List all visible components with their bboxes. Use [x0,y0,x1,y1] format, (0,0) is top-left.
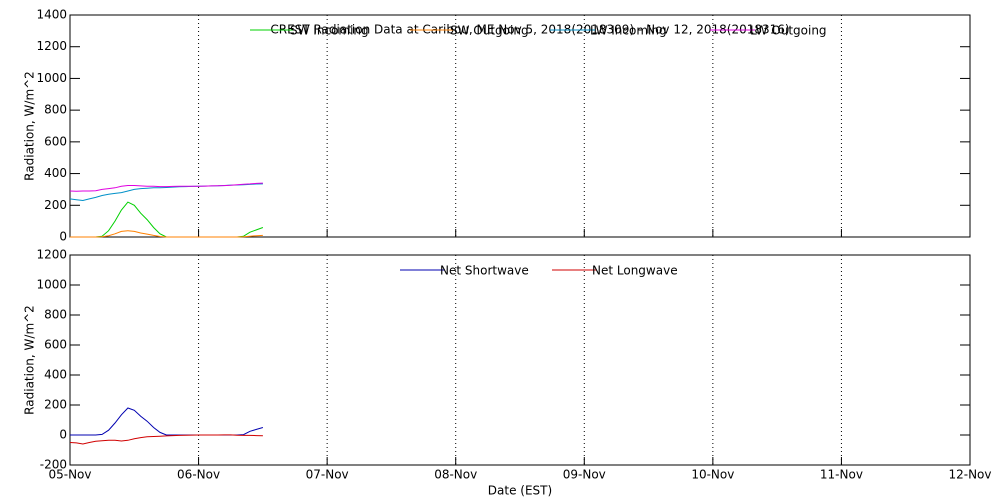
series-line [69,182,263,192]
legend-label: Net Shortwave [440,264,529,278]
y-tick-label: 1200 [36,248,67,262]
x-tick-label: 11-Nov [820,468,863,482]
y-tick-label: 200 [44,398,67,412]
x-tick-label: 12-Nov [948,468,991,482]
y-tick-label: 0 [59,230,67,244]
x-tick-label: 05-Nov [48,468,91,482]
series-line [70,407,264,436]
y-tick-label: 1000 [36,278,67,292]
y-axis-label: Radiation, W/m^2 [23,305,37,415]
x-axis-label: Date (EST) [488,484,552,498]
legend-label: SW Incoming [290,24,369,38]
series-line [69,434,263,445]
y-tick-label: 400 [44,368,67,382]
y-tick-label: 200 [44,198,67,212]
x-tick-label: 07-Nov [306,468,349,482]
x-tick-label: 06-Nov [177,468,220,482]
y-tick-label: 600 [44,134,67,148]
legend-label: LW Incoming [590,24,667,38]
series-line [70,201,264,238]
x-tick-label: 10-Nov [691,468,734,482]
y-tick-label: 400 [44,166,67,180]
y-tick-label: 800 [44,103,67,117]
legend-label: LW Outgoing [750,24,827,38]
y-tick-label: 1000 [36,71,67,85]
series-line [70,230,263,238]
x-tick-label: 08-Nov [434,468,477,482]
y-axis-label: Radiation, W/m^2 [23,71,37,181]
chart-title: CREST Radiation Data at Caribou, ME Nov … [270,23,789,37]
y-tick-label: -200 [40,458,67,472]
legend-label: SW Outgoing [450,24,529,38]
y-tick-label: 600 [44,338,67,352]
x-tick-label: 09-Nov [563,468,606,482]
legend-label: Net Longwave [592,264,678,278]
y-tick-label: 0 [59,428,67,442]
y-tick-label: 800 [44,308,67,322]
plot-frame [69,14,971,238]
y-tick-label: 1400 [36,8,67,22]
plot-frame [69,254,971,466]
y-tick-label: 1200 [36,39,67,53]
